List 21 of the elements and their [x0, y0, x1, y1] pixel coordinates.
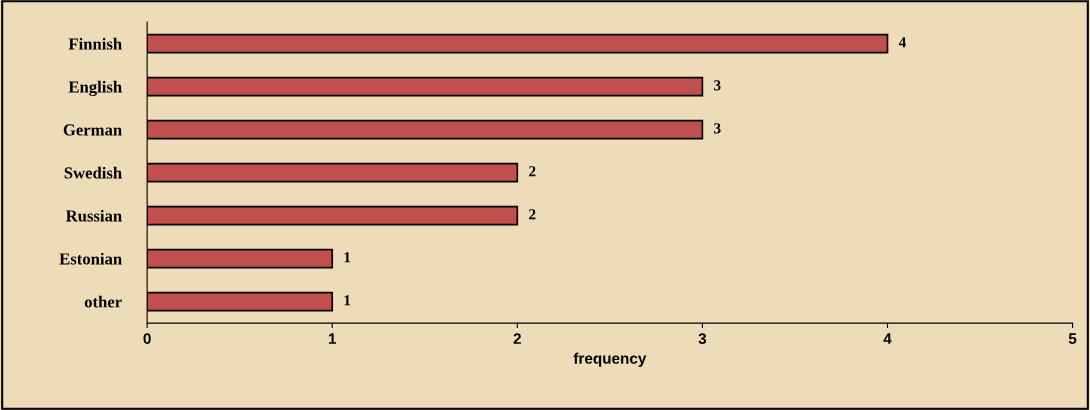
data-label: 2	[529, 209, 536, 220]
data-label: 3	[714, 123, 721, 134]
y-tick-label: Finnish	[68, 37, 122, 50]
data-label: 3	[714, 80, 721, 91]
y-tick-label: English	[68, 80, 122, 97]
data-label: 1	[344, 252, 351, 263]
x-tick-label: 0	[143, 333, 151, 345]
data-label: 1	[344, 295, 351, 306]
y-tick-label: other	[84, 295, 122, 308]
x-tick-label: 3	[698, 333, 707, 345]
x-tick-label: 5	[1068, 333, 1077, 345]
y-tick-label: Russian	[65, 209, 122, 222]
y-tick-label: Estonian	[59, 252, 122, 265]
y-tick-label: Swedish	[64, 166, 122, 179]
x-tick-label: 1	[328, 333, 337, 344]
x-tick-label: 4	[883, 333, 892, 344]
data-label: 4	[898, 37, 906, 48]
data-label: 2	[529, 166, 536, 177]
x-axis-title: frequency	[573, 352, 647, 367]
y-tick-label: German	[63, 124, 122, 136]
x-tick-label: 2	[513, 333, 521, 344]
